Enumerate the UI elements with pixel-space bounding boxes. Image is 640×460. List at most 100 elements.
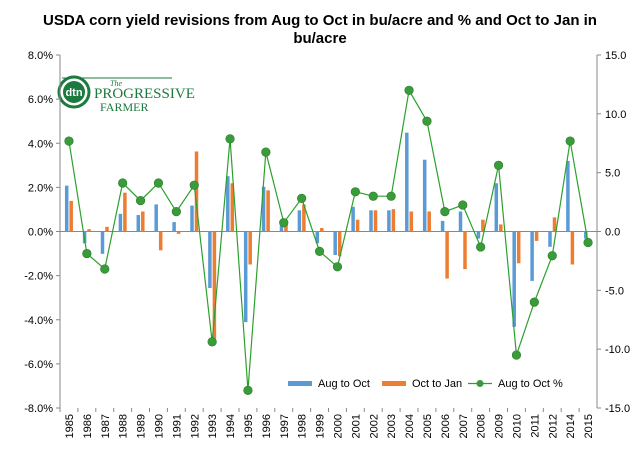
bar-aug-to-oct — [100, 231, 105, 254]
bar-oct-to-jan — [158, 231, 163, 251]
x-tick-label: 2001 — [350, 414, 362, 438]
line-point — [100, 264, 110, 274]
x-tick-label: 1992 — [189, 414, 201, 438]
x-tick-label: 2005 — [422, 414, 434, 438]
line-point — [314, 246, 325, 256]
bar-oct-to-jan — [212, 231, 217, 339]
x-tick-label: 2012 — [547, 414, 559, 438]
dtn-logo-mark — [57, 75, 91, 109]
chart-title-line2: bu/acre — [293, 30, 346, 47]
bar-oct-to-jan — [302, 204, 306, 232]
line-point — [547, 251, 557, 261]
bar-oct-to-jan — [105, 226, 109, 232]
line-point — [189, 180, 199, 190]
bar-oct-to-jan — [445, 231, 449, 279]
bar-aug-to-oct — [315, 231, 320, 244]
bar-oct-to-jan — [337, 231, 342, 257]
x-tick-label: 1994 — [225, 414, 237, 438]
dtn-logo-text: dtn — [65, 87, 82, 99]
bar-oct-to-jan — [194, 151, 199, 232]
left-tick-label: 8.0% — [28, 50, 53, 62]
x-tick-label: 1989 — [136, 414, 148, 438]
bar-aug-to-oct — [226, 176, 230, 232]
x-tick-label: 1987 — [100, 414, 112, 438]
line-point — [386, 191, 396, 201]
bar-aug-to-oct — [405, 132, 409, 232]
x-tick-label: 2014 — [565, 414, 577, 438]
bar-oct-to-jan — [373, 210, 378, 232]
chart-title-line1: USDA corn yield revisions from Aug to Oc… — [43, 12, 597, 29]
bar-oct-to-jan — [463, 231, 467, 270]
legend-marker — [476, 380, 484, 387]
line-point — [153, 178, 164, 188]
bar-aug-to-oct — [208, 231, 212, 288]
x-tick-label: 2006 — [440, 414, 452, 438]
bar-aug-to-oct — [279, 225, 284, 232]
bar-oct-to-jan — [552, 217, 557, 232]
bar-oct-to-jan — [141, 211, 145, 232]
bar-oct-to-jan — [284, 224, 288, 232]
x-tick-label: 1986 — [82, 414, 94, 438]
bar-oct-to-jan — [320, 227, 324, 232]
bar-aug-to-oct — [494, 183, 499, 232]
x-tick-label: 1990 — [153, 414, 165, 438]
bar-aug-to-oct — [297, 210, 302, 232]
left-tick-label: -8.0% — [24, 403, 53, 415]
bar-oct-to-jan — [123, 192, 127, 232]
x-tick-label: 2003 — [386, 414, 398, 438]
line-point — [207, 337, 217, 347]
bar-oct-to-jan — [355, 219, 360, 232]
line-series — [64, 85, 593, 395]
bar-aug-to-oct — [261, 186, 266, 232]
line-point — [511, 350, 522, 360]
bar-oct-to-jan — [427, 211, 431, 232]
bar-aug-to-oct — [387, 210, 391, 232]
line-point — [565, 136, 575, 146]
bar-aug-to-oct — [190, 205, 194, 232]
x-tick-label: 2015 — [583, 414, 595, 438]
line-point — [279, 218, 289, 228]
bar-aug-to-oct — [172, 222, 176, 232]
line-point — [171, 207, 181, 217]
line-point — [529, 297, 539, 307]
legend-label: Aug to Oct % — [498, 378, 563, 390]
legend: Aug to Oct Oct to Jan Aug to Oct % — [288, 378, 563, 390]
left-tick-label: 6.0% — [28, 94, 53, 106]
left-tick-label: 4.0% — [28, 138, 53, 150]
bar-oct-to-jan — [570, 231, 575, 265]
line-point — [118, 178, 128, 188]
bar-oct-to-jan — [516, 231, 521, 264]
x-tick-label: 2010 — [511, 414, 523, 438]
bar-oct-to-jan — [499, 224, 503, 232]
bar-aug-to-oct — [243, 231, 248, 323]
line-point — [261, 147, 271, 157]
x-tick-label: 1985 — [64, 414, 76, 438]
right-tick-label: 0.0 — [605, 227, 620, 239]
left-tick-label: 0.0% — [28, 227, 53, 239]
bar-aug-to-oct — [566, 160, 570, 232]
progressive-farmer-logo: dtn The PROGRESSIVE FARMER — [57, 75, 195, 114]
logo-line2: PROGRESSIVE — [94, 86, 195, 102]
bar-oct-to-jan — [266, 190, 270, 232]
x-tick-label: 2009 — [494, 414, 506, 438]
line-point — [458, 200, 468, 210]
bar-aug-to-oct — [530, 231, 534, 281]
line-point — [404, 85, 414, 95]
x-tick-label: 2011 — [529, 414, 541, 438]
bar-oct-to-jan — [409, 211, 414, 232]
legend-label: Oct to Jan — [412, 378, 462, 390]
line-point — [440, 207, 450, 217]
right-tick-label: 15.0 — [605, 50, 626, 62]
x-tick-label: 1995 — [243, 414, 255, 438]
line-point — [332, 262, 343, 272]
right-tick-label: 10.0 — [605, 109, 626, 121]
bar-aug-to-oct — [154, 204, 158, 232]
bar-oct-to-jan — [69, 200, 73, 232]
bar-aug-to-oct — [512, 231, 516, 327]
bar-oct-to-jan — [176, 231, 181, 234]
line-point — [297, 193, 307, 204]
x-tick-label: 1997 — [279, 414, 291, 438]
bar-aug-to-oct — [136, 215, 141, 232]
bar-aug-to-oct — [422, 159, 427, 232]
